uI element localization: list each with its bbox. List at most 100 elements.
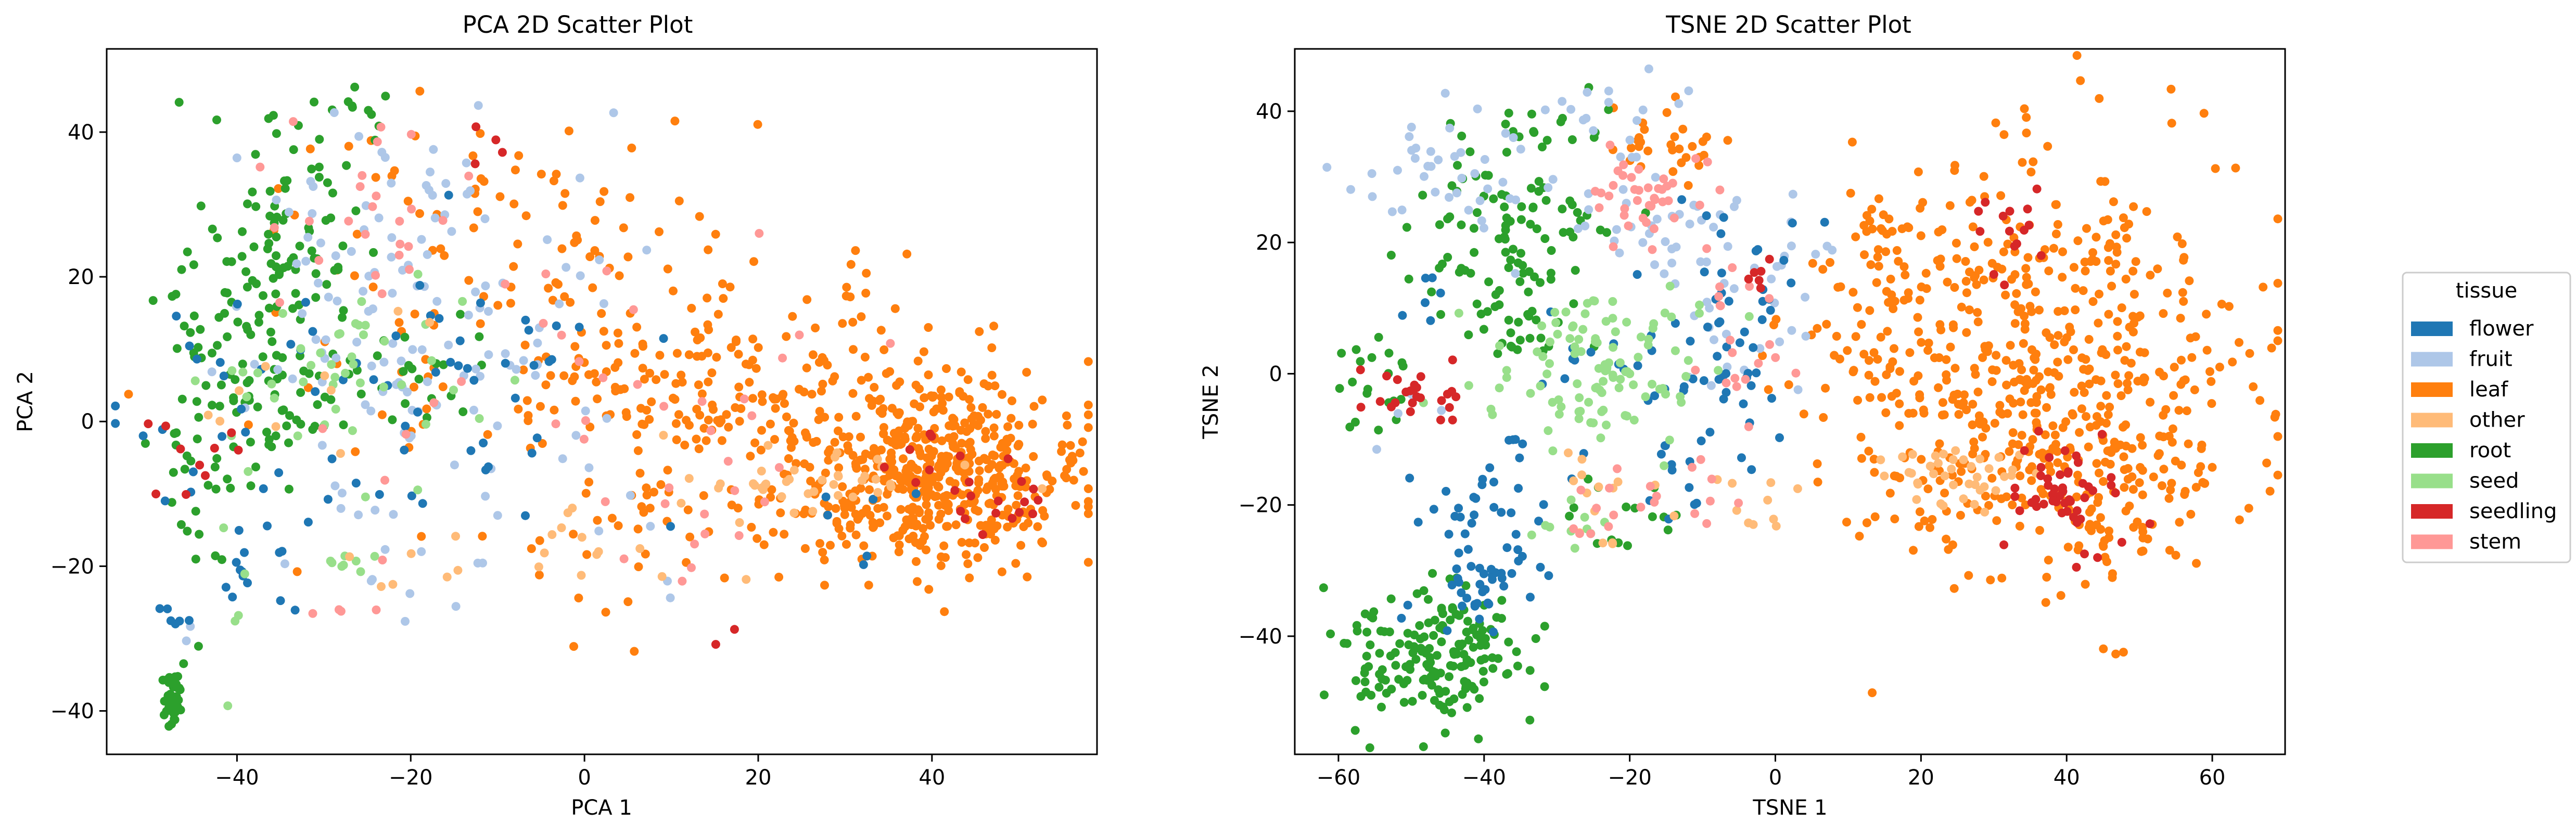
pca-point-leaf <box>541 380 551 390</box>
tsne-point-leaf <box>1868 688 1877 698</box>
pca-point-leaf <box>861 449 870 459</box>
pca-point-root <box>311 293 321 302</box>
pca-point-leaf <box>889 429 899 438</box>
tsne-point-leaf <box>2060 337 2069 346</box>
tsne-point-seedling <box>1998 211 2008 221</box>
tsne-point-leaf <box>2016 471 2025 481</box>
tsne-point-root <box>1429 631 1438 640</box>
pca-point-leaf <box>1083 509 1093 518</box>
pca-point-fruit <box>317 441 327 450</box>
tsne-point-fruit <box>1730 202 1739 211</box>
tsne-point-seed <box>1551 318 1561 327</box>
pca-point-leaf <box>645 504 655 513</box>
tsne-point-leaf <box>1914 167 1923 176</box>
tsne-point-stem <box>1592 504 1601 513</box>
tsne-point-leaf <box>1688 142 1697 151</box>
tsne-point-flower <box>1452 564 1461 573</box>
pca-point-flower <box>501 358 510 368</box>
pca-point-fruit <box>543 235 552 245</box>
pca-point-leaf <box>633 446 643 455</box>
tsne-point-flower <box>1413 518 1423 527</box>
tsne-point-seed <box>1681 372 1691 381</box>
tsne-point-leaf <box>1847 137 1857 147</box>
pca-point-leaf <box>1075 448 1085 458</box>
tsne-point-stem <box>1627 173 1636 182</box>
tsne-point-leaf <box>1957 467 1966 476</box>
pca-point-root <box>338 313 347 322</box>
tsne-point-root <box>1542 136 1552 145</box>
tsne-point-leaf <box>2053 458 2062 467</box>
pca-point-seed <box>227 366 237 375</box>
tsne-point-fruit <box>1685 220 1694 229</box>
pca-point-seedling <box>925 465 934 474</box>
pca-point-stem <box>739 394 749 404</box>
tsne-point-stem <box>1609 242 1618 251</box>
tsne-point-stem <box>1650 194 1659 203</box>
pca-point-root <box>186 328 195 337</box>
pca-point-leaf <box>799 509 809 519</box>
tsne-point-seedling <box>1437 396 1446 405</box>
tsne-point-other <box>1939 449 1948 459</box>
pca-point-root <box>272 233 281 241</box>
pca-point-leaf <box>614 358 623 367</box>
pca-point-fruit <box>471 287 480 297</box>
pca-point-other <box>757 483 767 493</box>
tsne-point-leaf <box>2161 405 2171 414</box>
pca-point-flower <box>524 326 533 335</box>
tsne-point-leaf <box>2124 220 2134 229</box>
tsne-point-leaf <box>2084 442 2093 452</box>
pca-point-stem <box>464 171 474 181</box>
pca-point-seed <box>413 269 423 279</box>
pca-point-stem <box>396 239 405 249</box>
pca-point-stem <box>394 250 404 260</box>
pca-point-flower <box>544 357 554 366</box>
tsne-point-leaf <box>1997 494 2006 504</box>
pca-point-leaf <box>546 371 555 380</box>
tsne-point-root <box>1502 670 1511 679</box>
pca-point-fruit <box>474 101 483 110</box>
tsne-point-seed <box>1608 297 1617 306</box>
pca-point-leaf <box>683 505 693 515</box>
tsne-point-flower <box>1475 563 1484 573</box>
pca-point-fruit <box>423 250 432 259</box>
pca-point-root <box>246 481 256 491</box>
pca-point-fruit <box>602 414 611 423</box>
tsne-point-leaf <box>2006 341 2015 350</box>
pca-point-leaf <box>680 441 690 449</box>
tsne-point-seed <box>1586 418 1596 427</box>
tsne-point-root <box>1469 623 1478 633</box>
tsne-point-leaf <box>2111 230 2121 239</box>
tsne-point-leaf <box>2025 465 2034 474</box>
pca-point-leaf <box>519 365 528 375</box>
pca-point-leaf <box>844 432 853 441</box>
pca-point-root <box>266 327 275 337</box>
pca-point-root <box>264 229 273 239</box>
pca-point-leaf <box>1071 501 1080 510</box>
tsne-point-seed <box>1553 329 1562 339</box>
pca-point-stem <box>378 556 387 564</box>
tsne-point-leaf <box>2273 432 2282 441</box>
pca-point-leaf <box>928 393 937 402</box>
tsne-point-leaf <box>1901 271 1910 279</box>
tsne-point-leaf <box>1633 136 1642 145</box>
tsne-point-root <box>1513 661 1522 671</box>
tsne-point-seedling <box>2064 495 2074 504</box>
tsne-point-fruit <box>1434 155 1443 164</box>
pca-point-stem <box>660 499 670 508</box>
tsne-point-leaf <box>2202 345 2212 355</box>
tsne-point-fruit <box>1372 445 1381 454</box>
tsne-point-flower <box>1544 571 1553 580</box>
pca-point-flower <box>160 496 170 506</box>
tsne-point-root <box>1404 274 1413 284</box>
tsne-point-leaf <box>2101 419 2111 428</box>
tsne-point-fruit <box>1584 205 1593 214</box>
tsne-point-root <box>1412 589 1422 598</box>
tsne-point-fruit <box>1440 88 1450 98</box>
pca-point-leaf <box>749 257 758 266</box>
pca-point-root <box>399 367 408 376</box>
pca-point-leaf <box>766 419 775 429</box>
pca-point-fruit <box>337 488 347 498</box>
tsne-point-root <box>1460 266 1470 275</box>
pca-point-other <box>873 488 883 497</box>
tsne-point-leaf <box>1919 408 1929 418</box>
